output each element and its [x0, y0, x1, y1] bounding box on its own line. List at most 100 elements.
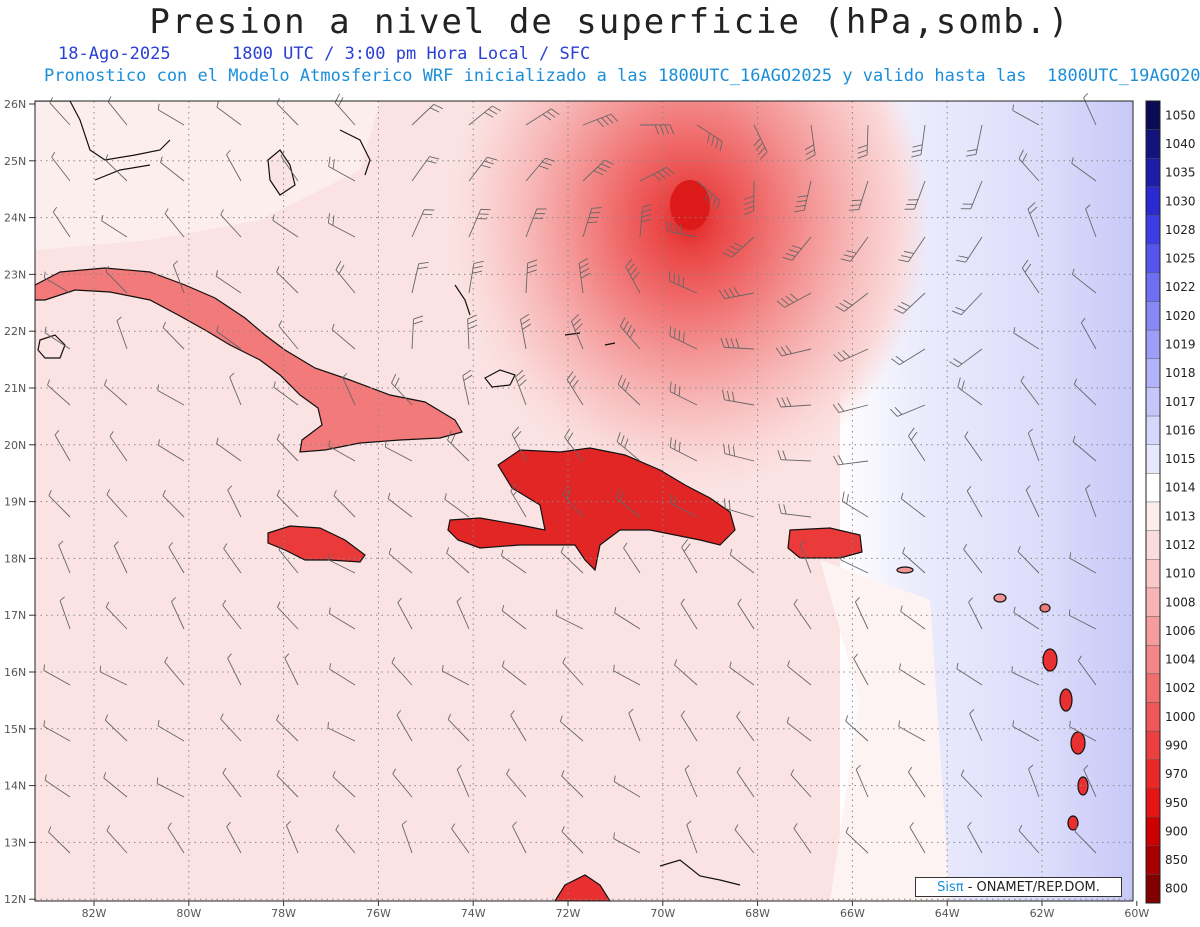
lat-label: 18N: [4, 552, 26, 565]
wind-barb: [1068, 609, 1097, 630]
wind-barb: [411, 209, 435, 238]
land-masses: [35, 101, 1089, 901]
south-america-coast: [554, 874, 611, 901]
wind-barb: [396, 710, 413, 742]
wind-barb: [669, 493, 698, 518]
wind-barb: [162, 321, 185, 350]
wind-barb: [99, 665, 128, 686]
lon-label: 78W: [271, 907, 296, 920]
wind-barb: [775, 345, 812, 357]
wind-barb: [562, 485, 584, 518]
wind-barb: [1080, 317, 1097, 350]
colorbar-frame: [1145, 100, 1161, 904]
colorbar-swatch: [1145, 444, 1161, 474]
lat-label: 17N: [4, 609, 26, 622]
wind-barb: [1083, 93, 1097, 126]
wind-barb: [957, 377, 983, 406]
wind-barb: [911, 124, 926, 158]
wind-barb: [331, 323, 356, 350]
lon-label: 74W: [461, 907, 486, 920]
lat-label: 19N: [4, 496, 26, 509]
wind-barb: [43, 720, 71, 742]
wind-barb: [451, 823, 470, 854]
colorbar-swatch: [1145, 874, 1161, 904]
wind-barb: [898, 720, 926, 742]
wind-barb: [799, 540, 812, 574]
wind-barb: [272, 214, 299, 238]
wind-barb: [168, 542, 185, 574]
wind-barb: [273, 381, 299, 406]
wind-barb: [105, 154, 128, 182]
wind-barb: [113, 541, 128, 574]
colorbar-swatch: [1145, 645, 1161, 675]
puerto-rico-island: [787, 527, 863, 559]
wind-barb: [841, 491, 869, 518]
wind-barb: [833, 455, 869, 466]
wind-barb: [164, 208, 185, 238]
wind-barb: [718, 287, 755, 300]
model-run-line: Pronostico con el Modelo Atmosferico WRF…: [44, 66, 1200, 86]
wind-barb: [1025, 485, 1040, 518]
wind-barb: [559, 715, 584, 742]
wind-barb: [276, 433, 299, 462]
wind-barb: [510, 710, 527, 742]
wind-barb: [335, 824, 356, 854]
wind-barb: [468, 156, 497, 182]
wind-barb: [388, 547, 413, 574]
colorbar-swatch: [1145, 587, 1161, 617]
wind-barb: [411, 315, 424, 350]
wind-barb: [1027, 428, 1040, 462]
wind-barb: [582, 207, 602, 238]
wind-barb: [833, 348, 869, 362]
colorbar-swatch: [1145, 501, 1161, 531]
colorbar-label: 1002: [1165, 681, 1196, 695]
wind-barb: [787, 660, 812, 686]
wind-barb: [284, 653, 299, 686]
colorbar-swatch: [1145, 272, 1161, 302]
wind-barb: [619, 317, 641, 350]
wind-barb: [104, 714, 128, 742]
wind-barb: [1069, 552, 1097, 574]
wind-barb: [216, 437, 242, 462]
wind-barb: [157, 103, 185, 126]
wind-barb: [949, 348, 983, 368]
wind-barb: [510, 483, 527, 518]
wind-barb: [1021, 259, 1040, 294]
colorbar-label: 1040: [1165, 137, 1196, 151]
wind-barb: [49, 97, 71, 126]
wind-barb: [1011, 666, 1040, 686]
credit-org: - ONAMET/REP.DOM.: [963, 880, 1100, 895]
wind-barb: [904, 180, 926, 210]
wind-barb: [909, 822, 926, 854]
wind-barb: [327, 721, 356, 742]
wind-barb: [335, 260, 356, 294]
wind-barb: [116, 316, 128, 350]
dominica-island: [1059, 688, 1073, 712]
wind-barb: [855, 764, 869, 798]
lat-label: 23N: [4, 268, 26, 281]
wind-barb: [391, 657, 413, 686]
wind-barb: [162, 489, 185, 518]
wind-barb: [278, 544, 299, 574]
lat-label: 24N: [4, 212, 26, 225]
colorbar-label: 1015: [1165, 452, 1196, 466]
wind-barb: [167, 822, 185, 854]
wind-barb: [411, 103, 444, 126]
wind-barb: [1018, 825, 1040, 854]
colorbar-label: 1019: [1165, 337, 1196, 351]
wind-barb: [101, 214, 128, 238]
colorbar-swatch: [1145, 244, 1161, 274]
wind-barb: [951, 292, 983, 316]
wind-barb: [686, 820, 698, 854]
wind-barb: [854, 597, 869, 630]
wind-barb: [328, 607, 356, 630]
colorbar-swatch: [1145, 129, 1161, 159]
wind-barb: [778, 503, 812, 518]
colorbar-label: 950: [1165, 796, 1188, 810]
wind-barb: [900, 492, 926, 518]
wind-barb: [669, 437, 698, 462]
wind-barb: [441, 665, 470, 686]
lon-label: 66W: [840, 907, 865, 920]
wind-barb: [555, 609, 584, 630]
virgin-islands: [896, 566, 914, 574]
